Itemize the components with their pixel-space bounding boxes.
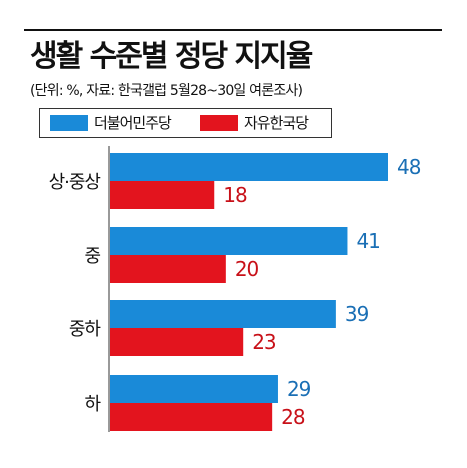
legend: 더불어민주당 자유한국당 xyxy=(39,108,332,138)
bar-hankook-ha xyxy=(110,403,273,431)
legend-item-minjoo: 더불어민주당 xyxy=(50,114,172,132)
legend-swatch-minjoo xyxy=(50,115,88,131)
category-label-jungha: 중하 xyxy=(69,319,102,340)
bar-hankook-jungha xyxy=(110,328,244,356)
bar-minjoo-ha xyxy=(110,375,278,403)
value-label-hankook-sang-jungsang: 18 xyxy=(223,183,247,207)
value-label-minjoo-jung: 41 xyxy=(356,229,379,253)
top-rule xyxy=(24,29,442,31)
bar-hankook-jung xyxy=(110,255,226,283)
value-label-minjoo-sang-jungsang: 48 xyxy=(397,155,421,179)
bar-hankook-sang-jungsang xyxy=(110,181,215,209)
category-label-ha: 하 xyxy=(84,394,101,415)
category-label-jung: 중 xyxy=(84,246,100,267)
legend-item-hankook: 자유한국당 xyxy=(200,114,309,132)
bar-minjoo-sang-jungsang xyxy=(110,153,388,181)
bar-minjoo-jung xyxy=(110,227,348,255)
value-label-minjoo-ha: 29 xyxy=(287,377,311,401)
legend-swatch-hankook xyxy=(200,115,238,131)
chart-subtitle: (단위: %, 자료: 한국갤럽 5월28~30일 여론조사) xyxy=(30,83,303,99)
legend-label-hankook: 자유한국당 xyxy=(244,114,309,132)
legend-label-minjoo: 더불어민주당 xyxy=(94,114,172,132)
value-label-minjoo-jungha: 39 xyxy=(345,302,369,326)
value-label-hankook-ha: 28 xyxy=(281,405,305,429)
category-label-sang-jungsang: 상·중상 xyxy=(49,172,101,193)
chart-title: 생활 수준별 정당 지지율 xyxy=(30,39,313,74)
value-label-hankook-jung: 20 xyxy=(235,257,259,281)
bar-minjoo-jungha xyxy=(110,300,336,328)
value-label-hankook-jungha: 23 xyxy=(252,330,276,354)
